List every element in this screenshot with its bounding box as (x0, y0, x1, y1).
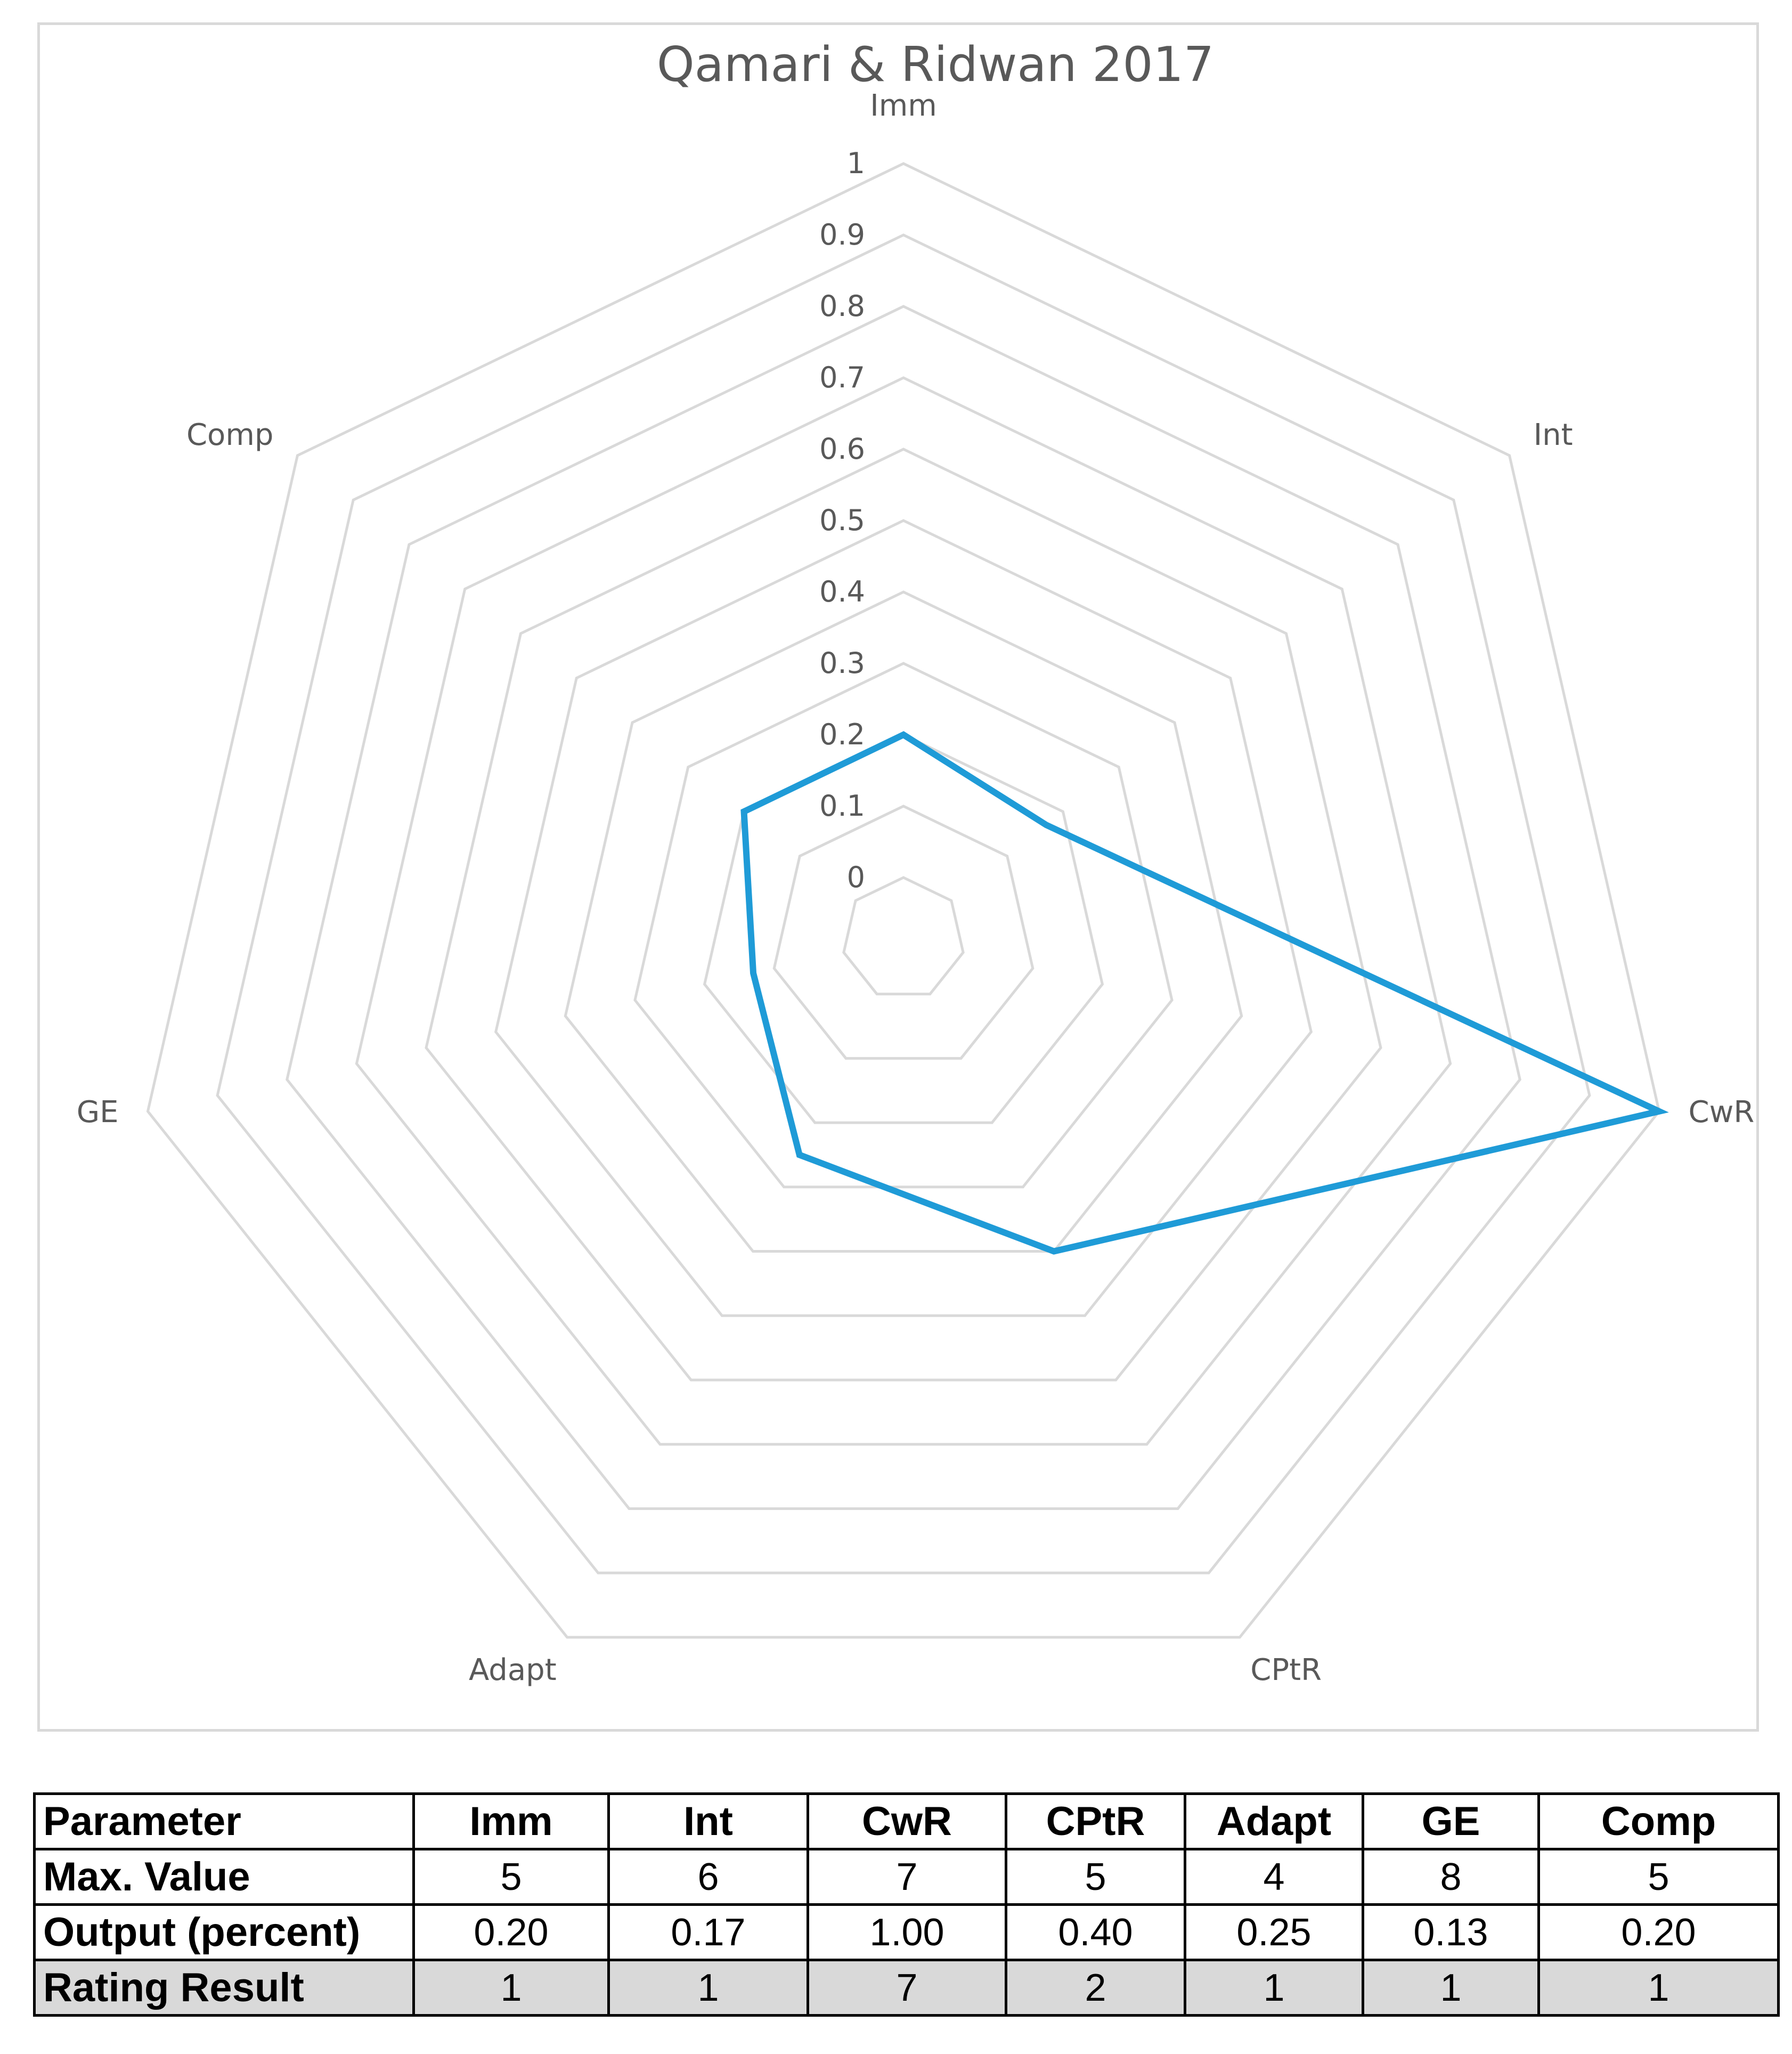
radar-grid (146, 162, 1661, 1639)
tick-label-9: 0.9 (819, 218, 865, 251)
grid-ring-9 (216, 233, 1591, 1574)
table-cell: 1.00 (807, 1903, 1007, 1961)
table-cell: 0.13 (1362, 1903, 1540, 1961)
tick-label-2: 0.2 (819, 718, 865, 751)
radar-series-layer (740, 731, 1669, 1255)
grid-ring-8 (286, 305, 1521, 1510)
axis-label-cptr: CPtR (1250, 1653, 1322, 1687)
row-label: Rating Result (33, 1959, 415, 2017)
tick-label-0: 0 (847, 860, 865, 894)
axis-label-imm: Imm (870, 88, 937, 123)
table-row-max-value: Max. Value 5 6 7 5 4 8 5 (33, 1848, 1780, 1906)
table-cell: 0.20 (412, 1903, 610, 1961)
radial-tick-labels: 0 0.1 0.2 0.3 0.4 0.5 0.6 0.7 0.8 0.9 1 (819, 147, 865, 894)
data-point-adapt (799, 1154, 800, 1156)
table-cell: 1 (1184, 1959, 1364, 2017)
grid-ring-10 (146, 162, 1661, 1639)
table-row-rating-result: Rating Result 1 1 7 2 1 1 1 (33, 1959, 1780, 2017)
table-header-ge: GE (1362, 1792, 1540, 1850)
data-point-int (1046, 824, 1047, 826)
grid-ring-6 (425, 448, 1382, 1382)
data-point-comp (743, 811, 745, 813)
row-label: Output (percent) (33, 1903, 415, 1961)
table-header-comp: Comp (1537, 1792, 1780, 1850)
table-cell: 1 (1362, 1959, 1540, 2017)
table-cell: 1 (1537, 1959, 1780, 2017)
table-cell: 4 (1184, 1848, 1364, 1906)
table-row-output: Output (percent) 0.20 0.17 1.00 0.40 0.2… (33, 1903, 1780, 1961)
grid-ring-4 (564, 590, 1243, 1253)
table-cell: 6 (607, 1848, 809, 1906)
data-point-cptr (1053, 1251, 1055, 1252)
table-header-cptr: CPtR (1005, 1792, 1186, 1850)
table-header-cwr: CwR (807, 1792, 1007, 1850)
tick-label-5: 0.5 (819, 504, 865, 537)
grid-ring-3 (633, 662, 1174, 1189)
axis-label-ge: GE (77, 1095, 119, 1130)
axis-label-adapt: Adapt (469, 1653, 557, 1687)
grid-ring-7 (355, 376, 1452, 1446)
grid-ring-0 (842, 876, 965, 996)
grid-ring-5 (494, 519, 1313, 1317)
series-line-0 (740, 731, 1669, 1255)
table-header-int: Int (607, 1792, 809, 1850)
tick-label-4: 0.4 (819, 575, 865, 608)
table-cell: 5 (1537, 1848, 1780, 1906)
table-cell: 5 (412, 1848, 610, 1906)
table-header-parameter: Parameter (33, 1792, 415, 1850)
grid-ring-2 (703, 733, 1104, 1124)
axis-label-int: Int (1534, 418, 1573, 452)
axis-label-cwr: CwR (1689, 1095, 1755, 1130)
tick-label-6: 0.6 (819, 432, 865, 466)
table-cell: 1 (412, 1959, 610, 2017)
table-cell: 0.17 (607, 1903, 809, 1961)
table-cell: 8 (1362, 1848, 1540, 1906)
table-cell: 0.40 (1005, 1903, 1186, 1961)
table-header-imm: Imm (412, 1792, 610, 1850)
table-header-row: Parameter Imm Int CwR CPtR Adapt GE Comp (33, 1792, 1780, 1850)
table-cell: 1 (607, 1959, 809, 2017)
chart-title: Qamari & Ridwan 2017 (657, 37, 1214, 93)
table-cell: 7 (807, 1848, 1007, 1906)
axis-labels: Imm Int CwR CPtR Adapt GE Comp (77, 88, 1755, 1687)
table-cell: 5 (1005, 1848, 1186, 1906)
table-cell: 0.25 (1184, 1903, 1364, 1961)
rating-table: Parameter Imm Int CwR CPtR Adapt GE Comp… (33, 1792, 1780, 2017)
tick-label-10: 1 (847, 147, 865, 180)
radar-chart: Qamari & Ridwan 2017 0 0.1 0.2 0.3 0.4 0.5 0.6… (77, 37, 1755, 1687)
data-point-ge (753, 972, 754, 974)
axis-label-comp: Comp (186, 418, 273, 452)
data-point-imm (903, 734, 904, 735)
data-point-cwr (1658, 1110, 1660, 1112)
tick-label-3: 0.3 (819, 646, 865, 680)
row-label: Max. Value (33, 1848, 415, 1906)
table-cell: 2 (1005, 1959, 1186, 2017)
table-cell: 0.20 (1537, 1903, 1780, 1961)
chart-frame (37, 22, 1759, 1732)
tick-label-8: 0.8 (819, 289, 865, 323)
table-cell: 7 (807, 1959, 1007, 2017)
table-header-adapt: Adapt (1184, 1792, 1364, 1850)
tick-label-7: 0.7 (819, 361, 865, 394)
grid-ring-1 (772, 805, 1035, 1060)
tick-label-1: 0.1 (819, 789, 865, 823)
